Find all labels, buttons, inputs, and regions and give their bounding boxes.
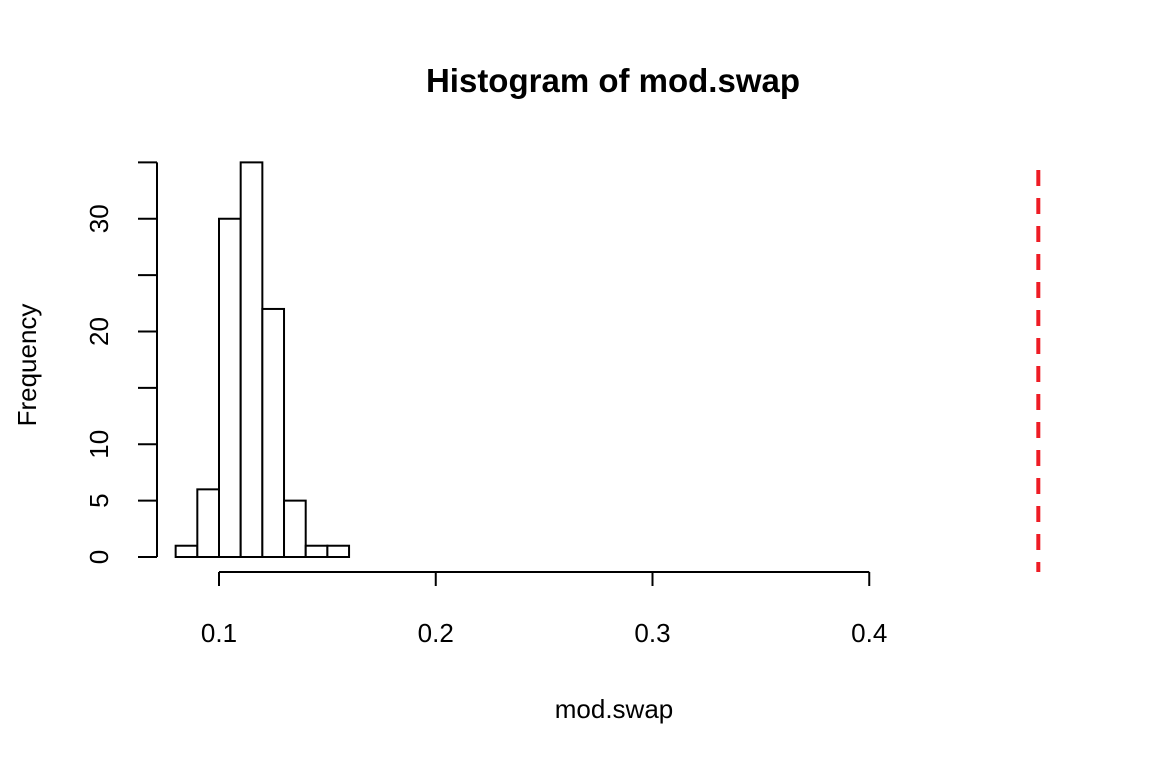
histogram-bar [304,544,329,558]
x-axis-label: mod.swap [555,694,674,724]
y-tick-label: 10 [84,430,114,459]
histogram-bar [239,161,264,558]
x-tick-label: 0.3 [634,618,670,648]
histogram-bar [174,544,199,558]
y-tick-label: 0 [84,550,114,564]
histogram-bar [283,499,307,558]
y-axis: 0 5 10 20 30 [84,161,158,564]
x-tick-label: 0.4 [851,618,887,648]
bars-group [174,161,351,559]
y-tick-label: 30 [84,204,114,233]
histogram-bar [326,544,351,558]
x-tick-label: 0.1 [201,618,237,648]
y-tick-label: 5 [84,493,114,507]
chart-title: Histogram of mod.swap [426,62,800,99]
histogram-bar [196,488,220,559]
y-axis-label: Frequency [12,304,42,427]
y-tick-label: 20 [84,317,114,346]
histogram-bar [218,217,242,558]
x-tick-label: 0.2 [418,618,454,648]
histogram-bar [261,307,286,559]
x-axis: 0.1 0.2 0.3 0.4 [201,571,887,648]
